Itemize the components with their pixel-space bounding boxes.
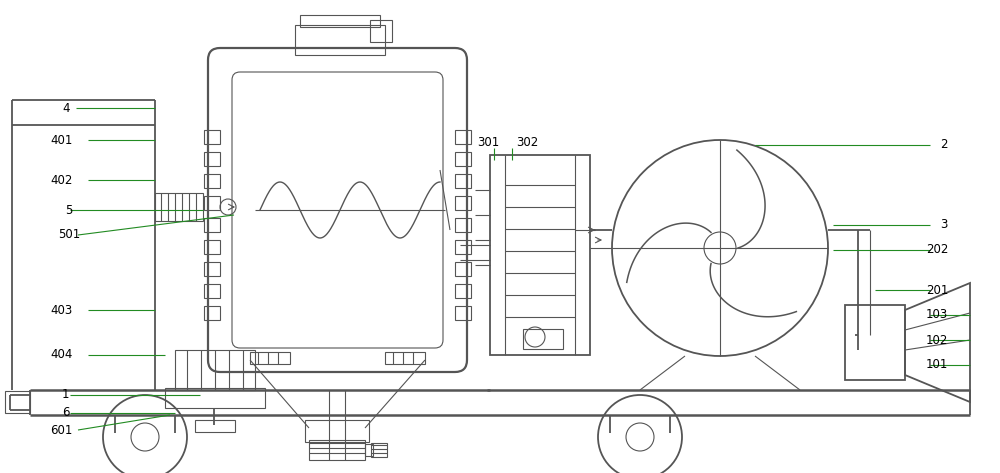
Bar (370, 20, 392, 42)
Text: 201: 201 (926, 283, 948, 297)
Text: 401: 401 (50, 133, 72, 147)
Bar (175, 350, 255, 390)
Bar (204, 174, 220, 188)
Text: 6: 6 (62, 406, 70, 420)
Text: 601: 601 (50, 423, 72, 437)
Bar (309, 440, 365, 460)
Bar (523, 329, 563, 349)
Text: 501: 501 (58, 228, 80, 242)
Bar (455, 174, 471, 188)
Text: 103: 103 (926, 308, 948, 322)
Bar (204, 262, 220, 276)
Bar (385, 352, 425, 364)
Bar (365, 444, 373, 456)
Text: 402: 402 (50, 174, 72, 186)
Bar (455, 240, 471, 254)
Bar (455, 218, 471, 232)
Bar (300, 15, 380, 27)
Bar (204, 152, 220, 166)
Bar (204, 240, 220, 254)
Bar (5, 391, 30, 413)
Bar (195, 420, 235, 432)
Bar (204, 218, 220, 232)
Text: 4: 4 (62, 102, 70, 114)
Bar (455, 130, 471, 144)
Bar (204, 306, 220, 320)
Bar (371, 443, 387, 457)
Bar (455, 196, 471, 210)
Text: 2: 2 (940, 139, 948, 151)
Bar (455, 152, 471, 166)
Bar (250, 352, 290, 364)
Bar (455, 306, 471, 320)
Text: 403: 403 (50, 304, 72, 316)
Bar (455, 284, 471, 298)
Bar (165, 388, 265, 408)
Bar (490, 155, 590, 355)
Text: 301: 301 (477, 137, 499, 149)
Bar (845, 305, 905, 380)
Bar (204, 196, 220, 210)
Text: 202: 202 (926, 244, 948, 256)
Text: 1: 1 (62, 388, 70, 402)
Text: 404: 404 (50, 349, 72, 361)
Bar (204, 130, 220, 144)
Text: 5: 5 (65, 203, 72, 217)
Bar (455, 262, 471, 276)
Text: 101: 101 (926, 359, 948, 371)
Bar (204, 284, 220, 298)
Text: 302: 302 (516, 137, 538, 149)
Bar (295, 25, 385, 55)
Bar (305, 420, 369, 442)
Text: 3: 3 (940, 219, 947, 231)
Text: 102: 102 (926, 333, 948, 347)
Bar (155, 193, 203, 221)
